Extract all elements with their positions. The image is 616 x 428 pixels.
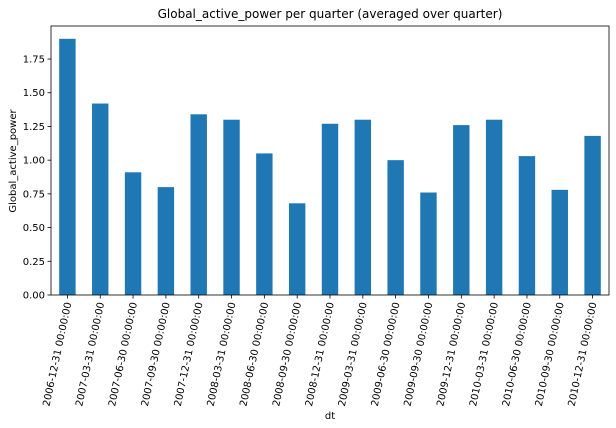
- bar: [387, 160, 404, 295]
- x-tick-label: 2006-12-31 00:00:00: [42, 301, 75, 407]
- x-tick-label: 2007-06-30 00:00:00: [107, 301, 140, 407]
- y-axis-label: Global_active_power: [8, 109, 19, 213]
- bar: [321, 123, 339, 295]
- bar: [551, 189, 568, 295]
- x-axis-label: dt: [325, 411, 335, 422]
- bar: [584, 135, 601, 295]
- y-tick-label: 1.50: [23, 88, 45, 99]
- bar: [485, 119, 503, 295]
- x-tick-label: 2009-06-30 00:00:00: [370, 301, 403, 407]
- x-tick-label: 2008-12-31 00:00:00: [304, 301, 337, 407]
- bar: [92, 103, 109, 295]
- x-tick-label: 2010-09-30 00:00:00: [534, 301, 567, 407]
- bar: [288, 203, 306, 295]
- plot-area: 0.00 0.25 0.50 0.75 1.00 1.25 1.50 1.75 2006-12-…: [23, 25, 610, 408]
- x-tick-label: 2010-03-31 00:00:00: [468, 301, 501, 407]
- x-tick-label: 2010-06-30 00:00:00: [501, 301, 534, 407]
- bar: [59, 38, 76, 296]
- x-tick-label: 2009-09-30 00:00:00: [403, 301, 436, 407]
- x-tick-label: 2008-09-30 00:00:00: [271, 301, 304, 407]
- bar: [190, 114, 207, 295]
- x-tick-label: 2007-12-31 00:00:00: [173, 301, 206, 407]
- y-tick-label: 0.75: [23, 189, 45, 200]
- bar: [420, 192, 437, 295]
- bar: [354, 119, 372, 295]
- y-tick-label: 0.25: [23, 257, 45, 268]
- bar: [157, 187, 175, 295]
- y-tick-label: 1.75: [23, 55, 45, 66]
- x-tick-label: 2009-03-31 00:00:00: [337, 301, 370, 407]
- y-tick-label: 1.00: [23, 156, 45, 167]
- bar: [256, 153, 273, 295]
- y-tick-label: 1.25: [23, 122, 45, 133]
- bar: [453, 125, 470, 296]
- y-tick-label: 0.50: [23, 223, 45, 234]
- bar: [223, 119, 240, 295]
- y-tick-label: 0.00: [23, 291, 45, 302]
- bar: [124, 172, 142, 295]
- x-tick-label: 2007-03-31 00:00:00: [74, 301, 107, 407]
- x-tick-label: 2008-06-30 00:00:00: [238, 301, 271, 407]
- x-tick-label: 2008-03-31 00:00:00: [206, 301, 239, 407]
- x-tick-label: 2010-12-31 00:00:00: [567, 301, 600, 407]
- x-tick-label: 2007-09-30 00:00:00: [140, 301, 173, 407]
- bar: [518, 156, 536, 295]
- chart-title: Global_active_power per quarter (average…: [158, 7, 503, 21]
- x-tick-label: 2009-12-31 00:00:00: [435, 301, 468, 407]
